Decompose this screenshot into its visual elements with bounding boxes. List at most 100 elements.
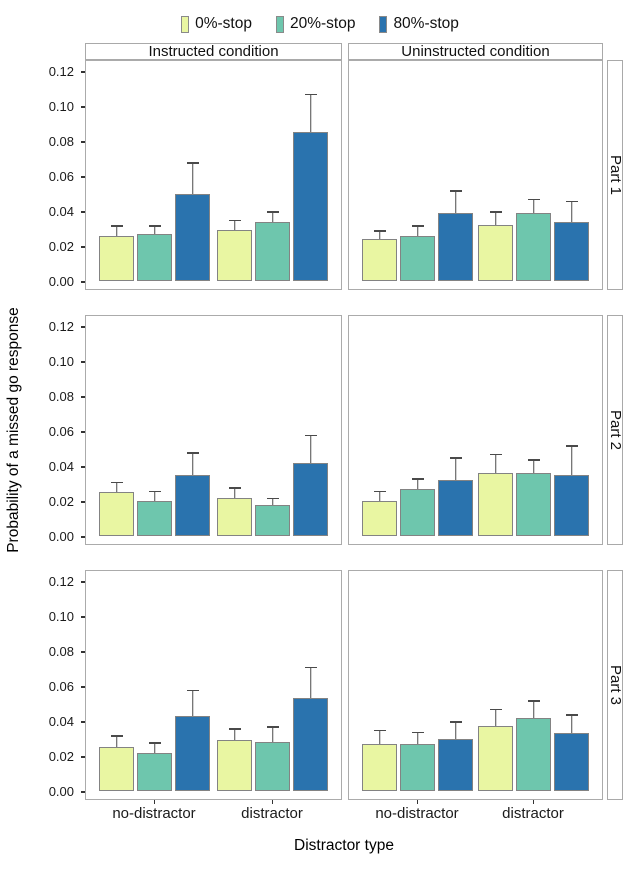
error-cap xyxy=(148,490,161,492)
x-axis-title: Distractor type xyxy=(294,837,394,854)
bar-group-distractor xyxy=(217,316,328,544)
error-whisker xyxy=(191,162,194,194)
error-whisker xyxy=(153,742,156,753)
x-category-label: no-distractor xyxy=(112,805,196,822)
facet-column-strip-uninstructed: Uninstructed condition xyxy=(348,43,603,60)
error-whisker xyxy=(309,666,312,699)
y-tick-mark xyxy=(81,396,85,398)
bar-20%-stop xyxy=(400,743,435,791)
error-whisker xyxy=(532,198,535,213)
facet-row-strip-part-1: Part 1 xyxy=(607,60,624,290)
bar-group-no-distractor xyxy=(99,61,210,289)
y-tick-label: 0.04 xyxy=(48,714,74,729)
legend-label: 80%-stop xyxy=(393,15,459,32)
error-whisker xyxy=(271,726,274,742)
y-axis-title: Probability of a missed go response xyxy=(5,307,22,553)
bar-0%-stop xyxy=(362,743,397,791)
bar-20%-stop xyxy=(516,473,551,536)
error-whisker xyxy=(115,735,118,748)
error-cap xyxy=(373,490,386,492)
x-tick-mark xyxy=(533,800,535,804)
error-cap xyxy=(228,219,241,222)
bar-0%-stop xyxy=(99,235,134,281)
bar-slot xyxy=(255,316,290,544)
panel-part2-instructed xyxy=(85,315,342,545)
y-tick-label: 0.10 xyxy=(48,99,74,114)
bar-0%-stop xyxy=(217,497,252,536)
panel-part1-instructed xyxy=(85,60,342,290)
bar-slot xyxy=(293,316,328,544)
bar-80%-stop xyxy=(438,738,473,791)
y-tick-mark xyxy=(81,431,85,433)
panel-part3-instructed xyxy=(85,570,342,800)
x-tick-mark xyxy=(272,800,274,804)
y-tick-mark xyxy=(81,466,85,468)
bar-group-distractor xyxy=(217,571,328,799)
y-tick-mark xyxy=(81,71,85,73)
bar-slot xyxy=(217,571,252,799)
y-tick-mark xyxy=(81,721,85,723)
y-axis-ticks: 0.00 0.02 0.04 0.06 0.08 0.10 0.12 xyxy=(0,315,85,545)
bar-20%-stop xyxy=(516,717,551,791)
error-whisker xyxy=(454,721,457,739)
error-cap xyxy=(304,93,317,96)
y-tick-mark xyxy=(81,326,85,328)
y-tick-label: 0.00 xyxy=(48,529,74,544)
facet-row-part-3: 0.00 0.02 0.04 0.06 0.08 0.10 0.12 Part 3 xyxy=(0,570,640,800)
error-whisker xyxy=(191,689,194,716)
y-tick-mark xyxy=(81,141,85,143)
bar-80%-stop xyxy=(293,462,328,536)
error-whisker xyxy=(532,700,535,718)
bar-slot xyxy=(293,61,328,289)
bar-slot xyxy=(400,571,435,799)
error-whisker xyxy=(454,457,457,480)
bar-slot xyxy=(362,316,397,544)
y-tick-mark xyxy=(81,581,85,583)
error-cap xyxy=(449,721,462,723)
bar-slot xyxy=(293,571,328,799)
bar-80%-stop xyxy=(554,474,589,536)
legend-label: 0%-stop xyxy=(195,15,252,32)
bar-slot xyxy=(99,316,134,544)
error-whisker xyxy=(153,490,156,501)
bar-slot xyxy=(137,571,172,799)
bar-slot xyxy=(175,61,210,289)
x-category-label: distractor xyxy=(502,805,564,822)
error-whisker xyxy=(378,729,381,744)
error-whisker xyxy=(271,497,274,505)
bar-20%-stop xyxy=(400,235,435,281)
bar-slot xyxy=(516,571,551,799)
legend-item: 20%-stop xyxy=(275,15,355,33)
y-tick-mark xyxy=(81,756,85,758)
panel-part2-uninstructed xyxy=(348,315,603,545)
bar-80%-stop xyxy=(175,474,210,536)
bar-0%-stop xyxy=(478,225,513,281)
facet-row-part-1: 0.00 0.02 0.04 0.06 0.08 0.10 0.12 Part 1 xyxy=(0,60,640,290)
legend-swatch-20pct xyxy=(275,15,284,33)
bar-0%-stop xyxy=(217,740,252,791)
bar-80%-stop xyxy=(175,715,210,791)
error-whisker xyxy=(233,728,236,741)
bar-80%-stop xyxy=(438,480,473,536)
facet-row-strip-part-3: Part 3 xyxy=(607,570,624,800)
error-whisker xyxy=(191,452,194,475)
bar-slot xyxy=(400,61,435,289)
x-category-label: no-distractor xyxy=(375,805,459,822)
y-tick-label: 0.00 xyxy=(48,274,74,289)
y-tick-mark xyxy=(81,176,85,178)
y-tick-mark xyxy=(81,791,85,793)
facet-row-strip-part-2: Part 2 xyxy=(607,315,624,545)
error-cap xyxy=(489,453,502,456)
error-whisker xyxy=(271,211,274,222)
bar-0%-stop xyxy=(362,239,397,281)
bar-slot xyxy=(478,571,513,799)
panel-part1-uninstructed xyxy=(348,60,603,290)
bar-0%-stop xyxy=(362,501,397,536)
bar-20%-stop xyxy=(400,488,435,536)
bar-group-no-distractor xyxy=(99,571,210,799)
legend-swatch-0pct xyxy=(181,15,190,33)
y-tick-label: 0.12 xyxy=(48,319,74,334)
bar-slot xyxy=(362,571,397,799)
y-tick-label: 0.10 xyxy=(48,354,74,369)
error-cap xyxy=(186,162,199,164)
